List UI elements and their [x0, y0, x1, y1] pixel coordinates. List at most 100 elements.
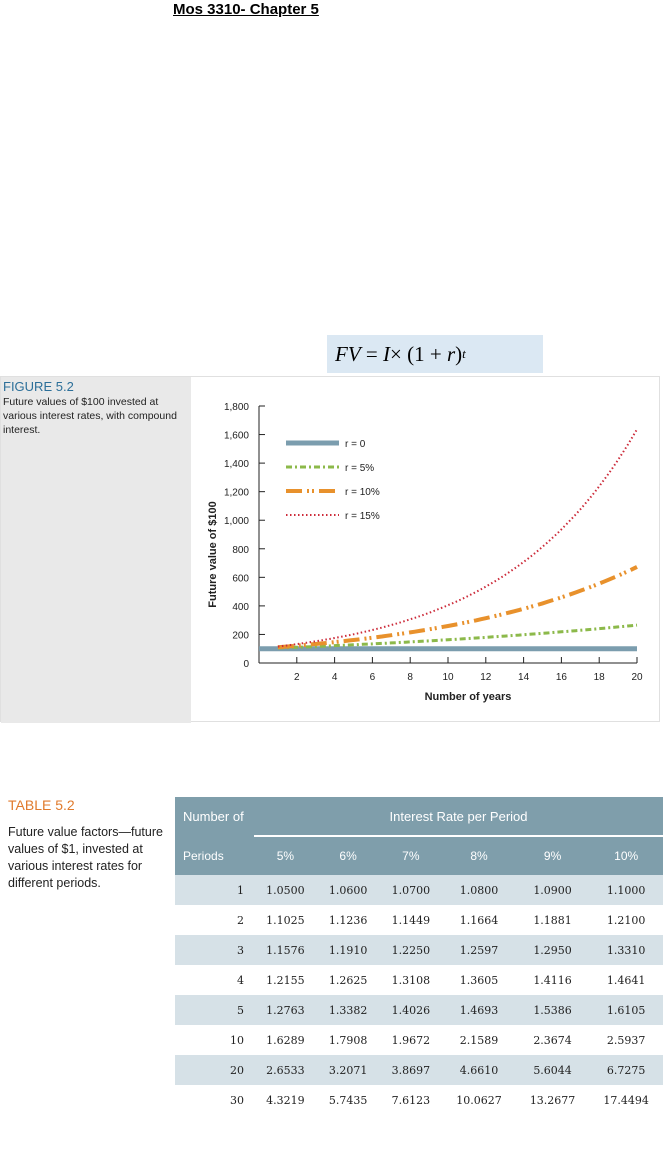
future-value-formula: FV = I × (1 + r ) t: [327, 335, 543, 373]
factor-cell: 1.1881: [515, 905, 590, 935]
header-periods: Number of: [175, 797, 254, 836]
header-periods-2: Periods: [175, 836, 254, 875]
factor-cell: 3.8697: [379, 1055, 443, 1085]
factor-cell: 1.1910: [316, 935, 380, 965]
factor-cell: 1.9672: [379, 1025, 443, 1055]
factor-cell: 17.4494: [589, 1085, 663, 1115]
y-tick-label: 600: [232, 573, 249, 584]
table-row: 2 1.1025 1.1236 1.1449 1.1664 1.1881 1.2100: [175, 905, 663, 935]
table-row: 1 1.0500 1.0600 1.0700 1.0800 1.0900 1.1000: [175, 875, 663, 905]
x-tick-label: 12: [480, 672, 492, 683]
factor-cell: 1.6289: [254, 1025, 317, 1055]
y-tick-label: 1,800: [224, 402, 249, 413]
factor-cell: 1.1025: [254, 905, 317, 935]
figure-caption-panel: FIGURE 5.2 Future values of $100 investe…: [1, 377, 191, 723]
rate-column-header: 10%: [589, 836, 663, 875]
y-tick-label: 1,000: [224, 516, 249, 527]
rate-column-header: 5%: [254, 836, 317, 875]
x-tick-label: 8: [407, 672, 413, 683]
factor-cell: 1.2597: [442, 935, 516, 965]
legend-label: r = 15%: [345, 511, 380, 522]
factor-cell: 1.0500: [254, 875, 317, 905]
factor-cell: 1.0600: [316, 875, 380, 905]
factor-cell: 5.6044: [515, 1055, 590, 1085]
series-line: [277, 428, 638, 648]
y-tick-label: 1,600: [224, 431, 249, 442]
page-title: Mos 3310- Chapter 5: [173, 1, 319, 18]
factor-cell: 1.2100: [589, 905, 663, 935]
table-row: 30 4.3219 5.7435 7.6123 10.0627 13.2677 17.449…: [175, 1085, 663, 1115]
rate-column-header: 6%: [316, 836, 380, 875]
factor-cell: 1.0900: [515, 875, 590, 905]
future-value-chart: 0 200 400 600 800 1,000 1,200 1,400 1,600 1,800 2 4…: [207, 402, 643, 703]
x-tick-label: 10: [442, 672, 454, 683]
period-cell: 1: [175, 875, 254, 905]
factor-cell: 1.0800: [442, 875, 516, 905]
factor-cell: 1.4693: [442, 995, 516, 1025]
factor-cell: 1.3108: [379, 965, 443, 995]
factor-cell: 1.1236: [316, 905, 380, 935]
factor-cell: 1.1000: [589, 875, 663, 905]
rate-column-header: 8%: [442, 836, 516, 875]
factor-cell: 4.3219: [254, 1085, 317, 1115]
factor-cell: 1.3310: [589, 935, 663, 965]
factor-cell: 13.2677: [515, 1085, 590, 1115]
formula-open: (1 +: [407, 341, 442, 366]
x-tick-label: 20: [631, 672, 643, 683]
formula-i: I: [383, 341, 390, 366]
factor-cell: 5.7435: [316, 1085, 380, 1115]
legend-label: r = 0: [345, 439, 366, 450]
factor-cell: 2.1589: [442, 1025, 516, 1055]
factor-cell: 1.0700: [379, 875, 443, 905]
figure-5-2: FIGURE 5.2 Future values of $100 investe…: [0, 376, 660, 723]
y-tick-label: 400: [232, 602, 249, 613]
factor-cell: 1.3605: [442, 965, 516, 995]
table-row: 10 1.6289 1.7908 1.9672 2.1589 2.3674 2.5937: [175, 1025, 663, 1055]
x-tick-label: 16: [556, 672, 568, 683]
factor-cell: 6.7275: [589, 1055, 663, 1085]
factor-cell: 4.6610: [442, 1055, 516, 1085]
factor-cell: 2.6533: [254, 1055, 317, 1085]
legend-label: r = 5%: [345, 463, 374, 474]
factor-cell: 2.3674: [515, 1025, 590, 1055]
period-cell: 30: [175, 1085, 254, 1115]
formula-t: t: [462, 346, 466, 361]
factor-cell: 7.6123: [379, 1085, 443, 1115]
table-row: 20 2.6533 3.2071 3.8697 4.6610 5.6044 6.7275: [175, 1055, 663, 1085]
figure-label: FIGURE 5.2: [3, 379, 74, 394]
rate-column-header: 9%: [515, 836, 590, 875]
factor-cell: 1.2763: [254, 995, 317, 1025]
factor-cell: 1.2155: [254, 965, 317, 995]
factor-cell: 2.5937: [589, 1025, 663, 1055]
x-tick-label: 2: [294, 672, 300, 683]
rate-column-header: 7%: [379, 836, 443, 875]
y-tick-label: 200: [232, 630, 249, 641]
factor-cell: 3.2071: [316, 1055, 380, 1085]
factor-cell: 1.1576: [254, 935, 317, 965]
x-tick-label: 14: [518, 672, 530, 683]
factor-cell: 1.6105: [589, 995, 663, 1025]
header-interest-rate: Interest Rate per Period: [254, 797, 663, 837]
factor-cell: 1.5386: [515, 995, 590, 1025]
x-tick-label: 18: [594, 672, 606, 683]
figure-caption: Future values of $100 invested at variou…: [3, 396, 177, 436]
x-tick-label: 6: [370, 672, 376, 683]
factor-cell: 1.1449: [379, 905, 443, 935]
table-caption: Future value factors—future values of $1…: [8, 825, 163, 890]
factor-cell: 1.4116: [515, 965, 590, 995]
x-axis-label: Number of years: [425, 691, 512, 703]
future-value-factors-table: Number of Interest Rate per Period Perio…: [175, 797, 663, 1115]
period-cell: 3: [175, 935, 254, 965]
formula-eq: =: [365, 341, 378, 366]
factor-cell: 1.2625: [316, 965, 380, 995]
period-cell: 20: [175, 1055, 254, 1085]
legend-label: r = 10%: [345, 487, 380, 498]
factor-cell: 1.2950: [515, 935, 590, 965]
table-row: 3 1.1576 1.1910 1.2250 1.2597 1.2950 1.3310: [175, 935, 663, 965]
formula-times: ×: [390, 341, 402, 366]
factor-cell: 1.2250: [379, 935, 443, 965]
factor-cell: 1.1664: [442, 905, 516, 935]
formula-r: r: [446, 341, 456, 366]
table-row: 4 1.2155 1.2625 1.3108 1.3605 1.4116 1.4641: [175, 965, 663, 995]
y-tick-label: 1,400: [224, 459, 249, 470]
